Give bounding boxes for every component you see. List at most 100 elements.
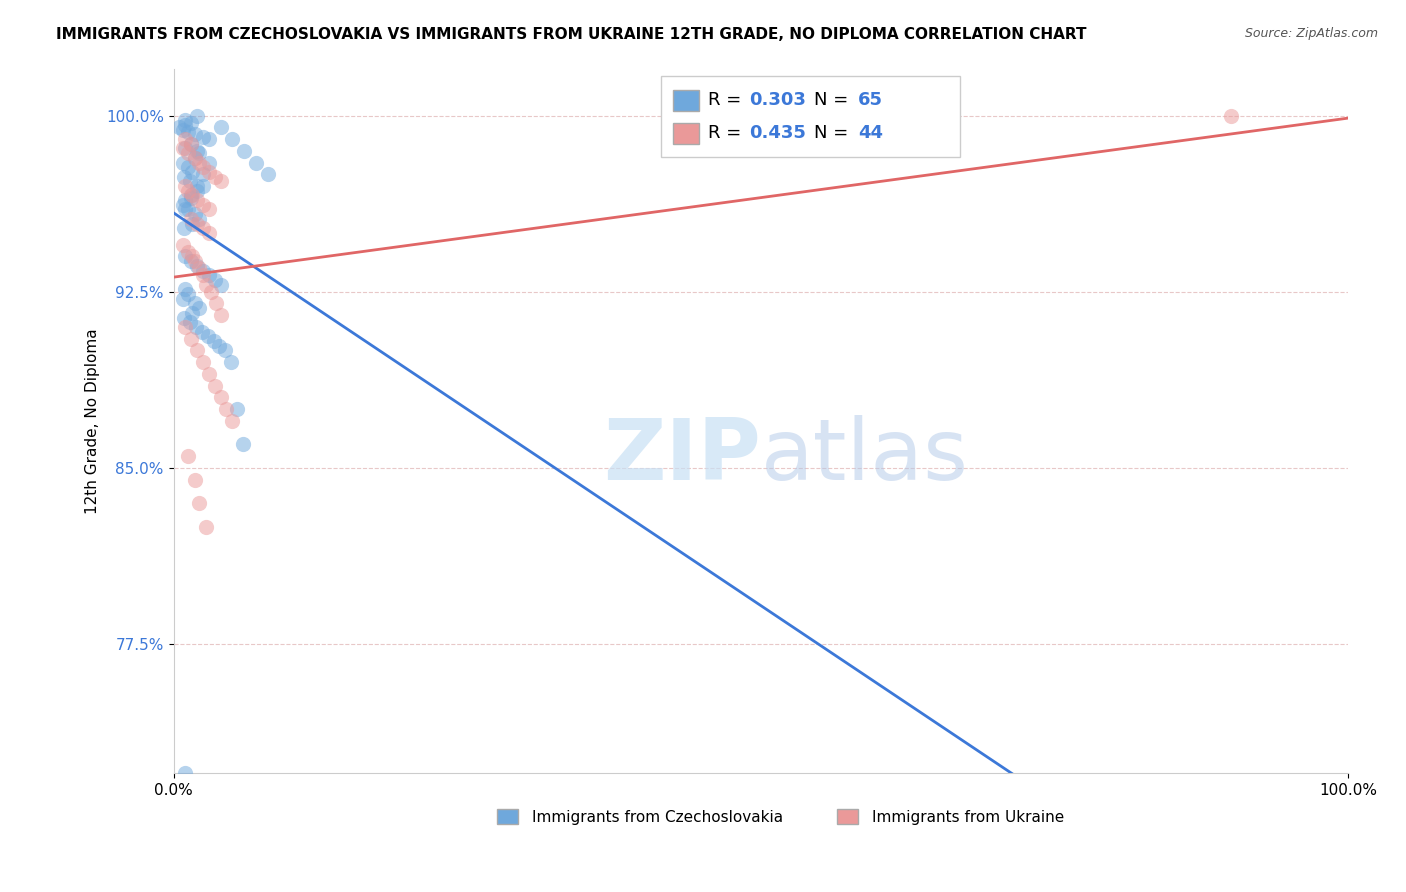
- Point: [180, 136, 202, 151]
- Point: [226, 402, 249, 417]
- Point: [198, 155, 221, 169]
- Point: [180, 188, 202, 202]
- Point: [186, 184, 208, 198]
- Point: [174, 141, 197, 155]
- Point: [188, 301, 211, 315]
- Point: [204, 273, 226, 287]
- FancyBboxPatch shape: [496, 809, 517, 824]
- Point: [197, 329, 219, 343]
- Point: [209, 120, 232, 135]
- Point: [176, 160, 198, 174]
- Text: 65: 65: [858, 91, 883, 109]
- Point: [174, 202, 197, 217]
- Point: [176, 244, 198, 259]
- Point: [191, 167, 214, 181]
- Point: [186, 259, 208, 273]
- Point: [1219, 108, 1241, 122]
- Point: [169, 120, 191, 135]
- Text: Immigrants from Ukraine: Immigrants from Ukraine: [872, 810, 1064, 824]
- Point: [179, 315, 201, 329]
- Point: [195, 519, 218, 533]
- Point: [172, 141, 194, 155]
- Point: [176, 287, 198, 301]
- Point: [172, 198, 194, 212]
- Point: [200, 285, 222, 299]
- Point: [198, 202, 221, 217]
- Point: [188, 146, 211, 161]
- Point: [198, 367, 221, 381]
- Point: [174, 132, 197, 146]
- Point: [183, 128, 205, 142]
- Point: [256, 167, 278, 181]
- Point: [174, 118, 197, 132]
- Point: [204, 169, 226, 184]
- FancyBboxPatch shape: [837, 809, 858, 824]
- Point: [173, 169, 195, 184]
- Point: [183, 207, 205, 221]
- Point: [180, 332, 202, 346]
- Point: [191, 179, 214, 194]
- Point: [208, 339, 231, 353]
- Point: [191, 160, 214, 174]
- Point: [209, 391, 232, 405]
- Text: N =: N =: [814, 91, 853, 109]
- Point: [191, 355, 214, 369]
- Text: R =: R =: [707, 91, 747, 109]
- Point: [195, 277, 218, 292]
- Point: [204, 378, 226, 392]
- Point: [191, 198, 214, 212]
- Point: [186, 144, 208, 158]
- Point: [174, 766, 197, 780]
- Point: [176, 125, 198, 139]
- Point: [181, 306, 204, 320]
- Point: [186, 343, 208, 358]
- Point: [172, 292, 194, 306]
- Point: [174, 179, 197, 194]
- Point: [198, 165, 221, 179]
- Point: [176, 146, 198, 161]
- Point: [181, 217, 204, 231]
- Point: [174, 250, 197, 264]
- Text: 44: 44: [858, 124, 883, 143]
- Point: [215, 402, 238, 417]
- Text: ZIP: ZIP: [603, 415, 761, 498]
- Point: [188, 261, 211, 276]
- Point: [221, 132, 243, 146]
- Point: [180, 191, 202, 205]
- Text: 0.303: 0.303: [749, 91, 806, 109]
- FancyBboxPatch shape: [661, 76, 960, 157]
- Point: [186, 108, 208, 122]
- Point: [202, 334, 225, 348]
- FancyBboxPatch shape: [672, 123, 699, 144]
- Text: Immigrants from Czechoslovakia: Immigrants from Czechoslovakia: [531, 810, 783, 824]
- Point: [188, 496, 211, 510]
- Text: Source: ZipAtlas.com: Source: ZipAtlas.com: [1244, 27, 1378, 40]
- Point: [180, 211, 202, 226]
- Text: IMMIGRANTS FROM CZECHOSLOVAKIA VS IMMIGRANTS FROM UKRAINE 12TH GRADE, NO DIPLOMA: IMMIGRANTS FROM CZECHOSLOVAKIA VS IMMIGR…: [56, 27, 1087, 42]
- Point: [219, 355, 242, 369]
- Point: [209, 308, 232, 322]
- Point: [174, 113, 197, 128]
- Point: [180, 254, 202, 268]
- Point: [176, 202, 198, 217]
- Point: [191, 263, 214, 277]
- Point: [174, 320, 197, 334]
- Point: [191, 325, 214, 339]
- Point: [173, 310, 195, 325]
- Point: [209, 277, 232, 292]
- Point: [172, 122, 194, 136]
- Point: [232, 437, 254, 451]
- Point: [186, 179, 208, 194]
- Point: [188, 155, 211, 169]
- Point: [180, 136, 202, 151]
- FancyBboxPatch shape: [672, 90, 699, 111]
- Point: [181, 188, 204, 202]
- Point: [198, 226, 221, 240]
- Point: [198, 268, 221, 283]
- Point: [198, 132, 221, 146]
- Point: [205, 296, 228, 310]
- Point: [209, 174, 232, 188]
- Point: [186, 217, 208, 231]
- Point: [191, 268, 214, 283]
- Point: [191, 221, 214, 235]
